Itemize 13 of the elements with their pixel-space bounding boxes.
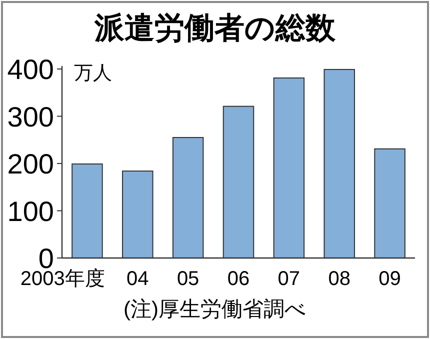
chart-title: 派遣労働者の総数 — [94, 12, 336, 45]
y-tick-label: 400 — [7, 54, 54, 85]
x-tick-label: 08 — [328, 268, 350, 290]
text: (注)厚生労働省調べ — [124, 298, 306, 321]
x-tick-label: 04 — [126, 268, 149, 290]
y-tick-label: 200 — [7, 148, 54, 180]
x-tick-label: 09 — [378, 268, 401, 290]
x-tick-label: 05 — [176, 268, 200, 290]
y-axis-title: 万人 — [74, 63, 112, 84]
x-tick-label: 06 — [227, 268, 250, 290]
x-tick-label: 07 — [278, 268, 300, 290]
y-tick-label: 100 — [7, 196, 54, 227]
y-tick-label: 300 — [7, 101, 54, 132]
